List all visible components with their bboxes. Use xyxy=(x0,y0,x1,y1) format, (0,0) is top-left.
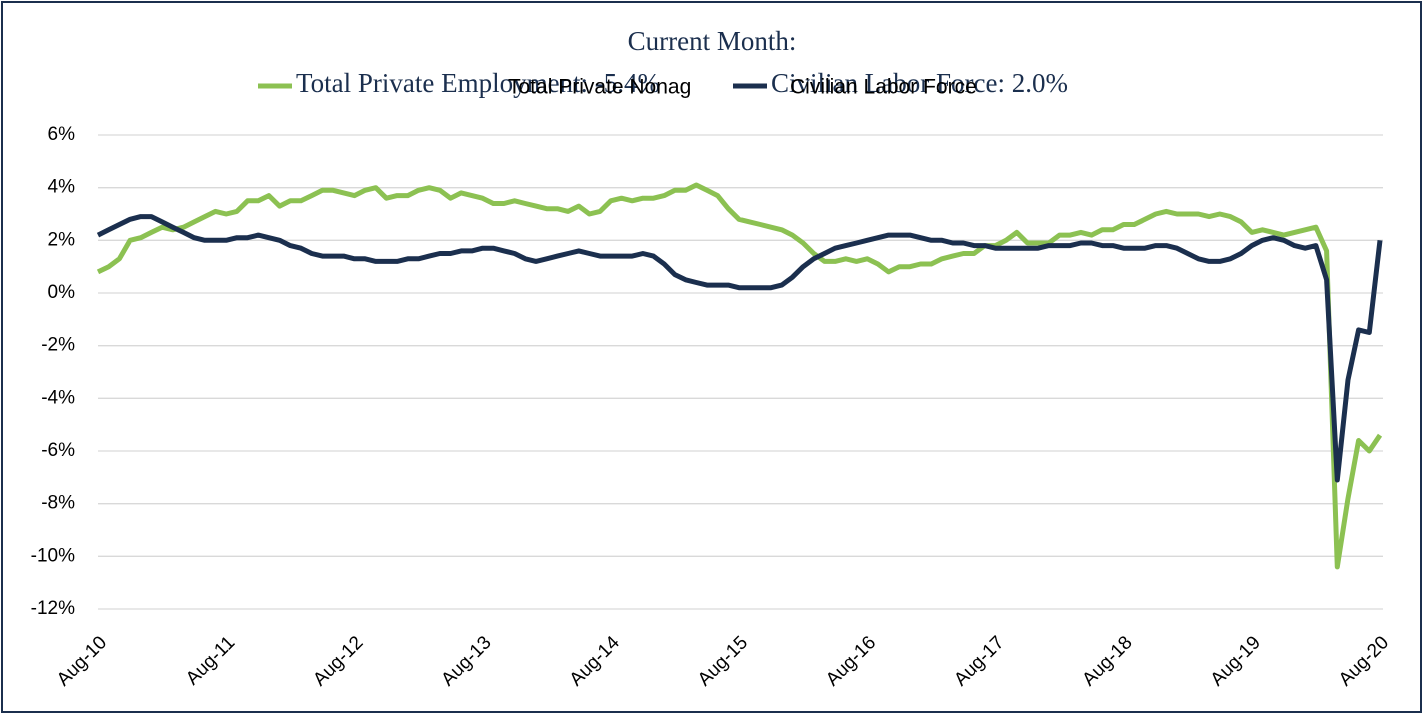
y-tick-label: 4% xyxy=(48,177,76,198)
y-tick-label: -2% xyxy=(41,335,75,356)
x-tick-label: Aug-16 xyxy=(822,632,880,690)
x-tick-label: Aug-15 xyxy=(694,632,752,690)
x-tick-label: Aug-11 xyxy=(182,632,239,689)
y-tick-label: 2% xyxy=(48,229,76,250)
series-line xyxy=(96,214,1383,483)
x-tick-label: Aug-14 xyxy=(566,632,624,690)
x-tick-label: Aug-13 xyxy=(438,632,496,690)
x-tick-label: Aug-12 xyxy=(309,632,367,690)
chart-title: Current Month: xyxy=(628,26,797,56)
y-tick-label: -8% xyxy=(41,493,75,514)
y-tick-label: -6% xyxy=(41,440,75,461)
x-tick-label: Aug-20 xyxy=(1335,632,1393,690)
annotation: Civilian Labor Force xyxy=(790,76,977,99)
y-tick-label: -4% xyxy=(41,387,75,408)
x-tick-label: Aug-10 xyxy=(53,632,111,690)
series-line xyxy=(96,182,1383,570)
legend-label: Total Private Employment: -5.4% xyxy=(296,68,660,98)
y-tick-label: 0% xyxy=(48,282,76,303)
x-tick-label: Aug-19 xyxy=(1207,632,1265,690)
y-tick-label: -12% xyxy=(31,598,75,619)
x-tick-label: Aug-17 xyxy=(950,632,1008,690)
legend-label: Civilian Labor Force: 2.0% xyxy=(771,68,1068,98)
y-tick-label: 6% xyxy=(48,124,76,145)
x-tick-label: Aug-18 xyxy=(1079,632,1137,690)
y-tick-label: -10% xyxy=(31,545,75,566)
annotation: Total Private Nonag xyxy=(508,76,691,99)
